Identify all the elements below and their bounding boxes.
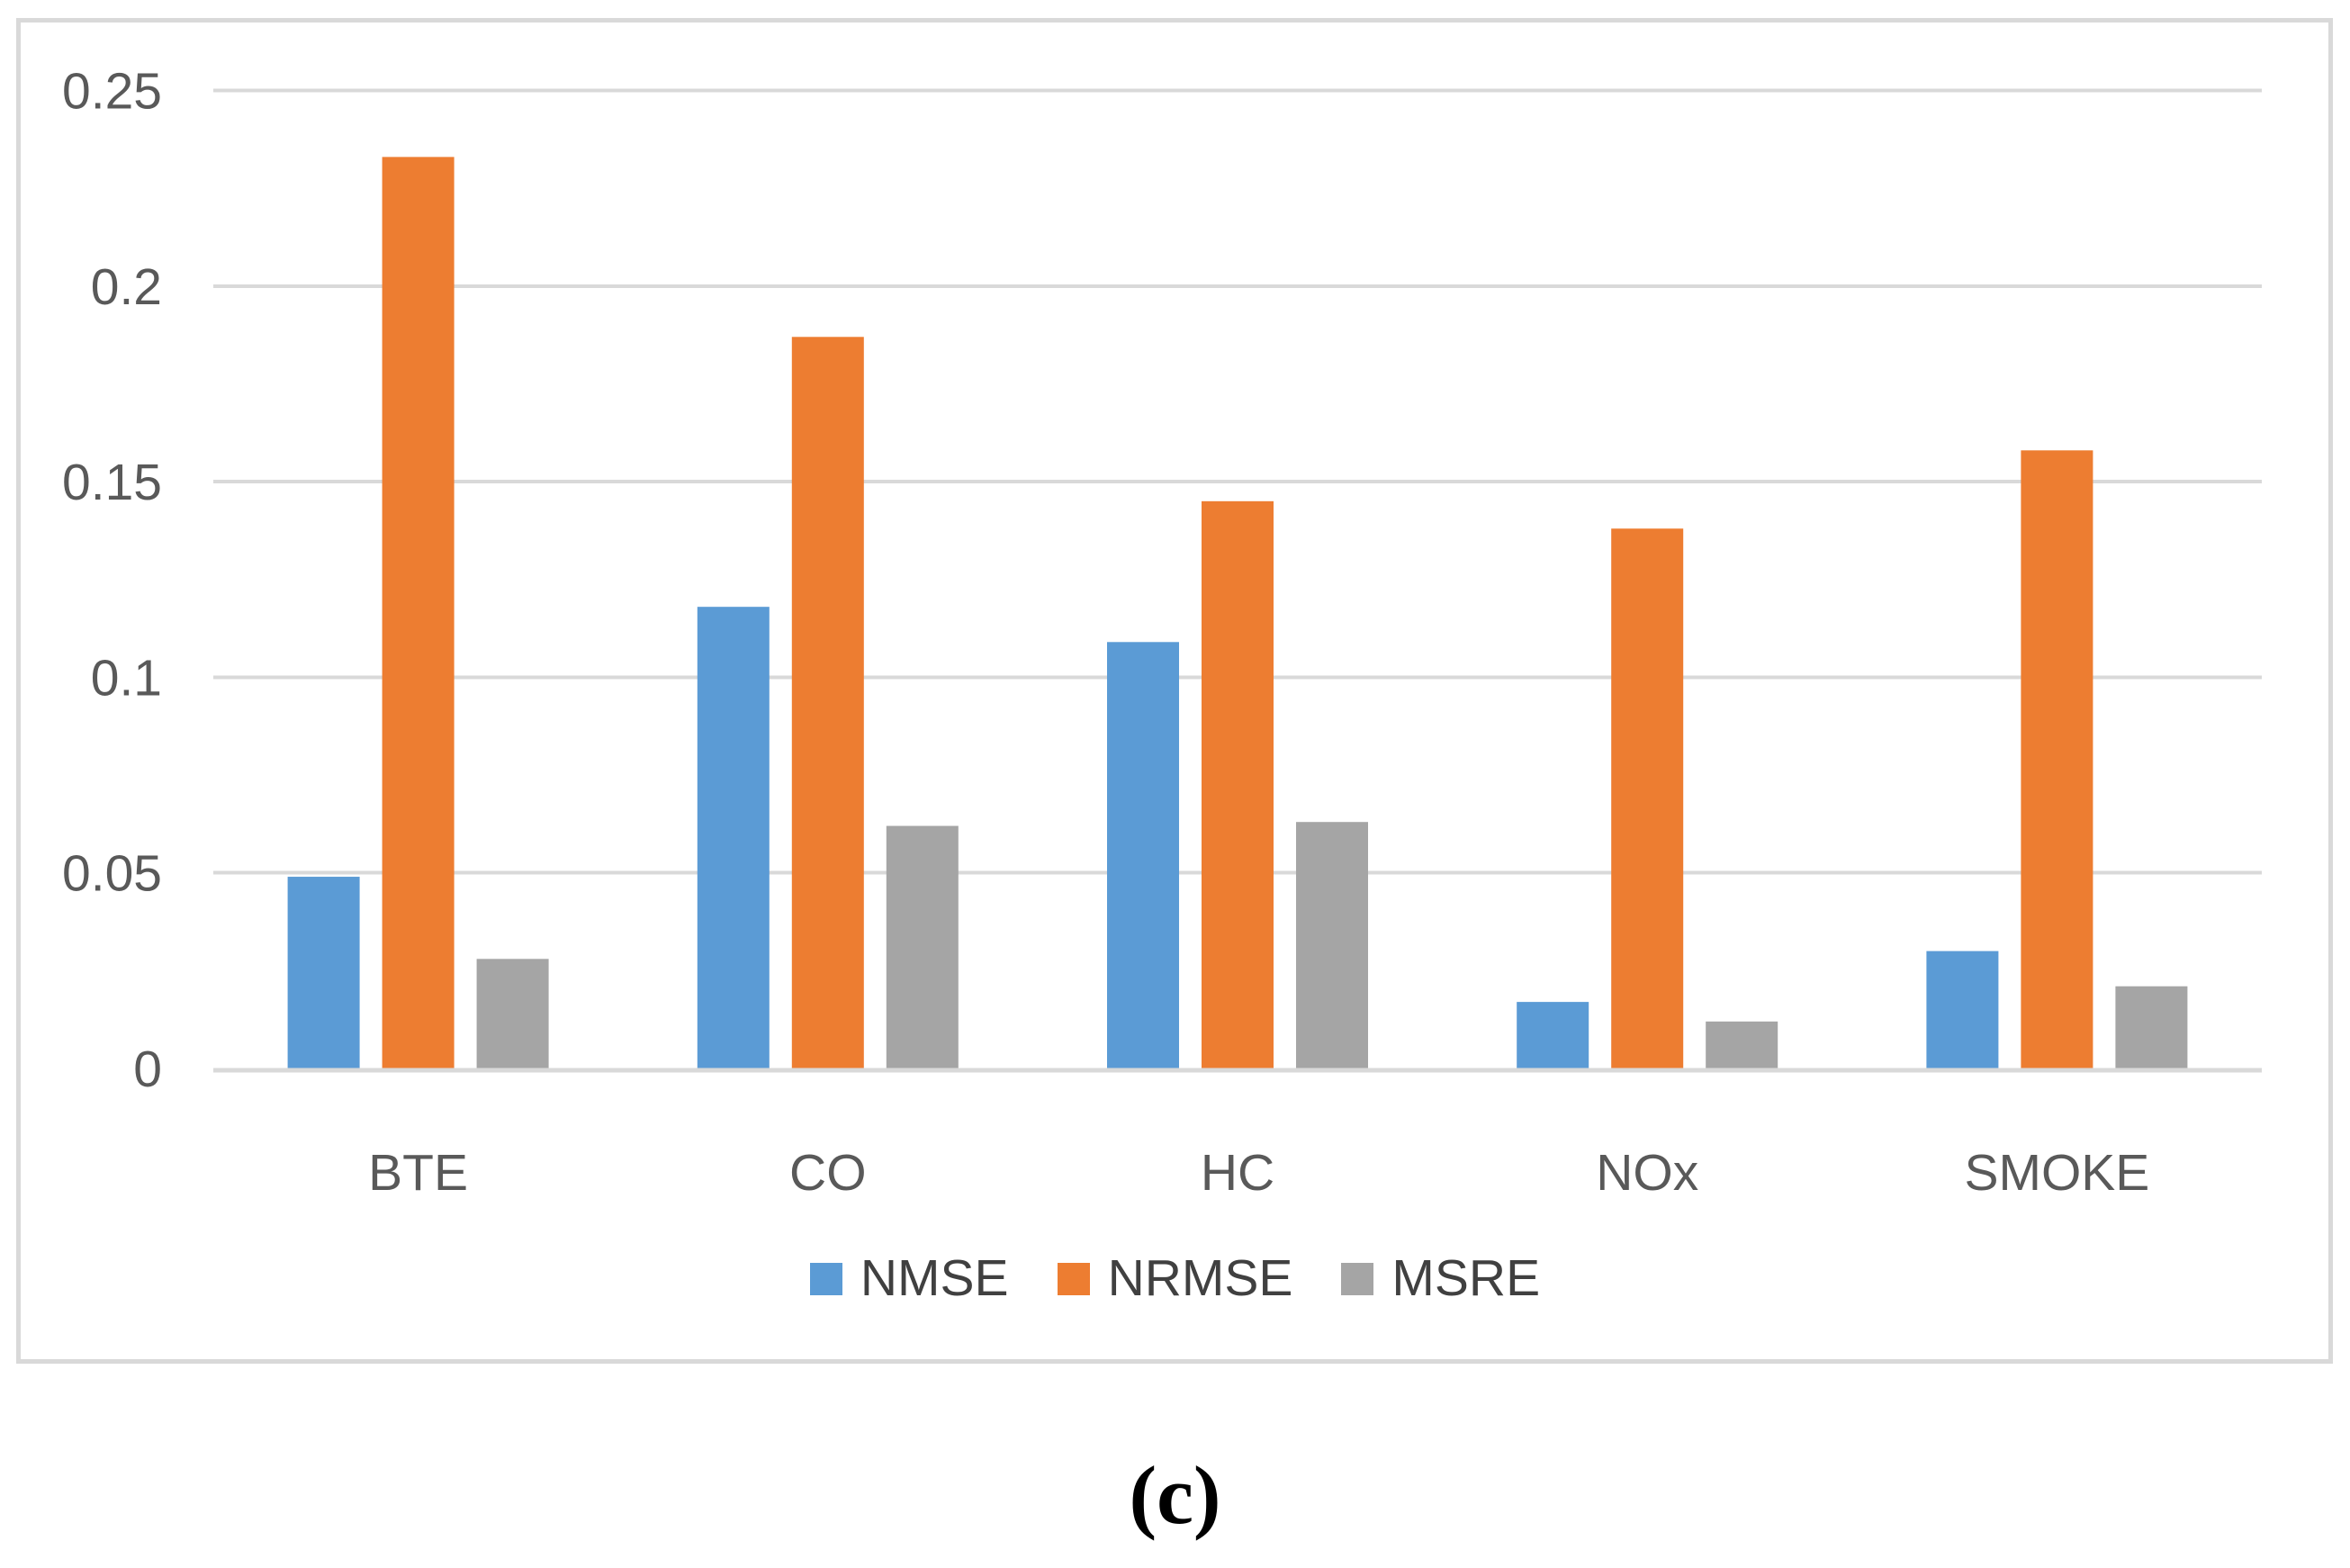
x-category-label: HC — [1201, 1144, 1274, 1202]
bar-CO-MSRE — [886, 825, 959, 1068]
bar-NOx-NRMSE — [1611, 528, 1684, 1068]
x-category-label: NOx — [1596, 1144, 1698, 1202]
bar-BTE-NMSE — [287, 877, 360, 1068]
legend-item-msre: MSRE — [1341, 1253, 1540, 1304]
legend-label-nrmse: NRMSE — [1107, 1249, 1293, 1307]
bar-BTE-NRMSE — [382, 157, 455, 1068]
bar-CO-NRMSE — [791, 337, 864, 1069]
x-category-label: CO — [789, 1144, 867, 1202]
legend-label-nmse: NMSE — [860, 1249, 1009, 1307]
bar-SMOKE-NMSE — [1926, 951, 1999, 1068]
bar-NOx-MSRE — [1706, 1021, 1778, 1068]
legend-swatch-msre — [1341, 1262, 1374, 1295]
bar-HC-NRMSE — [1202, 500, 1274, 1068]
bar-NOx-NMSE — [1517, 1002, 1589, 1068]
bar-SMOKE-NRMSE — [2021, 450, 2093, 1068]
figure-caption: (c) — [1129, 1449, 1221, 1541]
bar-HC-NMSE — [1107, 642, 1179, 1068]
legend-item-nrmse: NRMSE — [1057, 1249, 1293, 1307]
bar-HC-MSRE — [1296, 822, 1368, 1068]
legend-swatch-nmse — [809, 1262, 842, 1295]
x-category-label: SMOKE — [1964, 1144, 2149, 1202]
y-tick-label: 0 — [133, 1041, 162, 1098]
y-tick-label: 0.25 — [62, 63, 162, 121]
bar-SMOKE-MSRE — [2115, 986, 2188, 1068]
y-tick-label: 0.05 — [62, 845, 162, 903]
legend-swatch-nrmse — [1057, 1262, 1090, 1295]
chart-legend: NMSE NRMSE MSRE — [0, 1253, 2350, 1304]
legend-item-nmse: NMSE — [809, 1249, 1009, 1307]
y-tick-label: 0.15 — [62, 454, 162, 511]
x-category-label: BTE — [368, 1144, 468, 1202]
bar-BTE-MSRE — [476, 959, 549, 1068]
y-tick-label: 0.1 — [91, 649, 162, 707]
y-tick-label: 0.2 — [91, 258, 162, 316]
bar-CO-NMSE — [697, 607, 770, 1068]
legend-label-msre: MSRE — [1391, 1249, 1541, 1307]
